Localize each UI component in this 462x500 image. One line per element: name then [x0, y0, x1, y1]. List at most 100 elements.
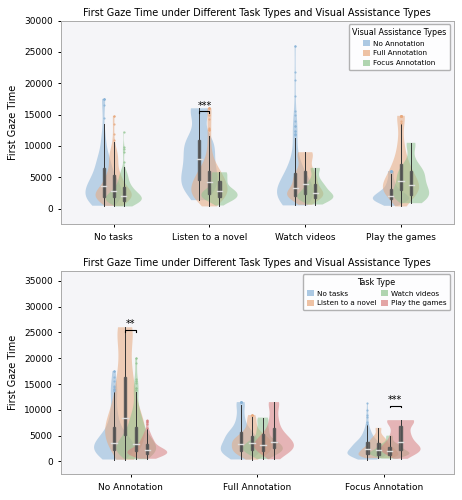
Point	[364, 406, 371, 414]
Point	[292, 116, 299, 124]
Point	[397, 117, 405, 125]
Bar	[400, 426, 402, 450]
Point	[206, 104, 213, 112]
Point	[133, 384, 140, 392]
Bar	[390, 190, 392, 200]
Bar	[294, 172, 296, 196]
Point	[120, 158, 128, 166]
Point	[292, 130, 299, 138]
Point	[237, 398, 244, 406]
Point	[206, 104, 213, 112]
Point	[144, 424, 151, 432]
Point	[110, 385, 118, 393]
Point	[144, 418, 151, 426]
Point	[292, 130, 299, 138]
Text: ***: ***	[388, 394, 402, 404]
Point	[364, 418, 371, 426]
Point	[100, 95, 107, 103]
Bar	[198, 140, 201, 180]
Bar	[251, 436, 253, 450]
Point	[292, 68, 299, 76]
Point	[120, 144, 128, 152]
Point	[206, 124, 213, 132]
Bar	[304, 172, 306, 194]
Point	[387, 167, 395, 175]
Point	[364, 399, 371, 407]
Point	[387, 167, 395, 175]
Point	[120, 145, 128, 153]
Point	[237, 398, 244, 406]
Point	[292, 127, 299, 135]
Legend: No tasks, Listen to a novel, Watch videos, Play the games: No tasks, Listen to a novel, Watch video…	[303, 274, 450, 310]
Point	[387, 167, 395, 175]
Point	[292, 92, 299, 100]
Point	[397, 112, 405, 120]
Point	[237, 398, 244, 406]
Point	[397, 112, 405, 120]
Point	[144, 416, 151, 424]
Bar	[314, 184, 316, 198]
Bar	[219, 181, 220, 197]
Point	[110, 112, 117, 120]
Point	[100, 114, 107, 122]
Point	[397, 112, 405, 120]
Bar	[135, 428, 137, 451]
Point	[110, 386, 118, 394]
Point	[292, 130, 299, 138]
Point	[397, 112, 405, 120]
Point	[387, 167, 395, 175]
Point	[120, 128, 128, 136]
Point	[110, 367, 118, 375]
Bar	[377, 443, 380, 455]
Point	[248, 411, 255, 419]
Y-axis label: First Gaze Time: First Gaze Time	[8, 335, 18, 410]
Point	[237, 398, 244, 406]
Point	[110, 373, 118, 381]
Bar	[366, 442, 369, 454]
Point	[397, 112, 405, 120]
Point	[397, 112, 405, 120]
Bar	[122, 187, 125, 200]
Bar	[240, 432, 242, 450]
Point	[292, 42, 299, 50]
Point	[292, 127, 299, 135]
Point	[397, 112, 405, 120]
Point	[110, 367, 118, 375]
Point	[144, 417, 151, 425]
Point	[387, 167, 395, 175]
Point	[206, 126, 213, 134]
Point	[110, 367, 118, 375]
Bar	[208, 171, 211, 194]
Point	[397, 112, 405, 120]
Y-axis label: First Gaze Time: First Gaze Time	[8, 85, 18, 160]
Bar	[400, 164, 402, 190]
Point	[110, 382, 118, 390]
Point	[133, 377, 140, 385]
Bar	[261, 434, 264, 450]
Point	[133, 380, 140, 388]
Point	[248, 411, 255, 419]
Text: **: **	[126, 319, 135, 329]
Point	[206, 111, 213, 119]
Title: First Gaze Time under Different Task Types and Visual Assistance Types: First Gaze Time under Different Task Typ…	[84, 258, 431, 268]
Point	[248, 411, 255, 419]
Point	[248, 411, 255, 419]
Bar	[273, 428, 275, 448]
Point	[100, 95, 107, 103]
Point	[206, 126, 213, 134]
Bar	[410, 171, 412, 194]
Point	[364, 411, 371, 419]
Point	[110, 377, 118, 385]
Bar	[389, 446, 391, 454]
Point	[133, 376, 140, 384]
Point	[292, 42, 299, 50]
Point	[206, 124, 213, 132]
Bar	[103, 168, 105, 196]
Text: ***: ***	[197, 101, 212, 111]
Legend: No Annotation, Full Annotation, Focus Annotation: No Annotation, Full Annotation, Focus An…	[349, 24, 450, 70]
Point	[292, 107, 299, 115]
Point	[110, 120, 117, 128]
Point	[100, 95, 107, 103]
Point	[133, 354, 140, 362]
Point	[206, 104, 213, 112]
